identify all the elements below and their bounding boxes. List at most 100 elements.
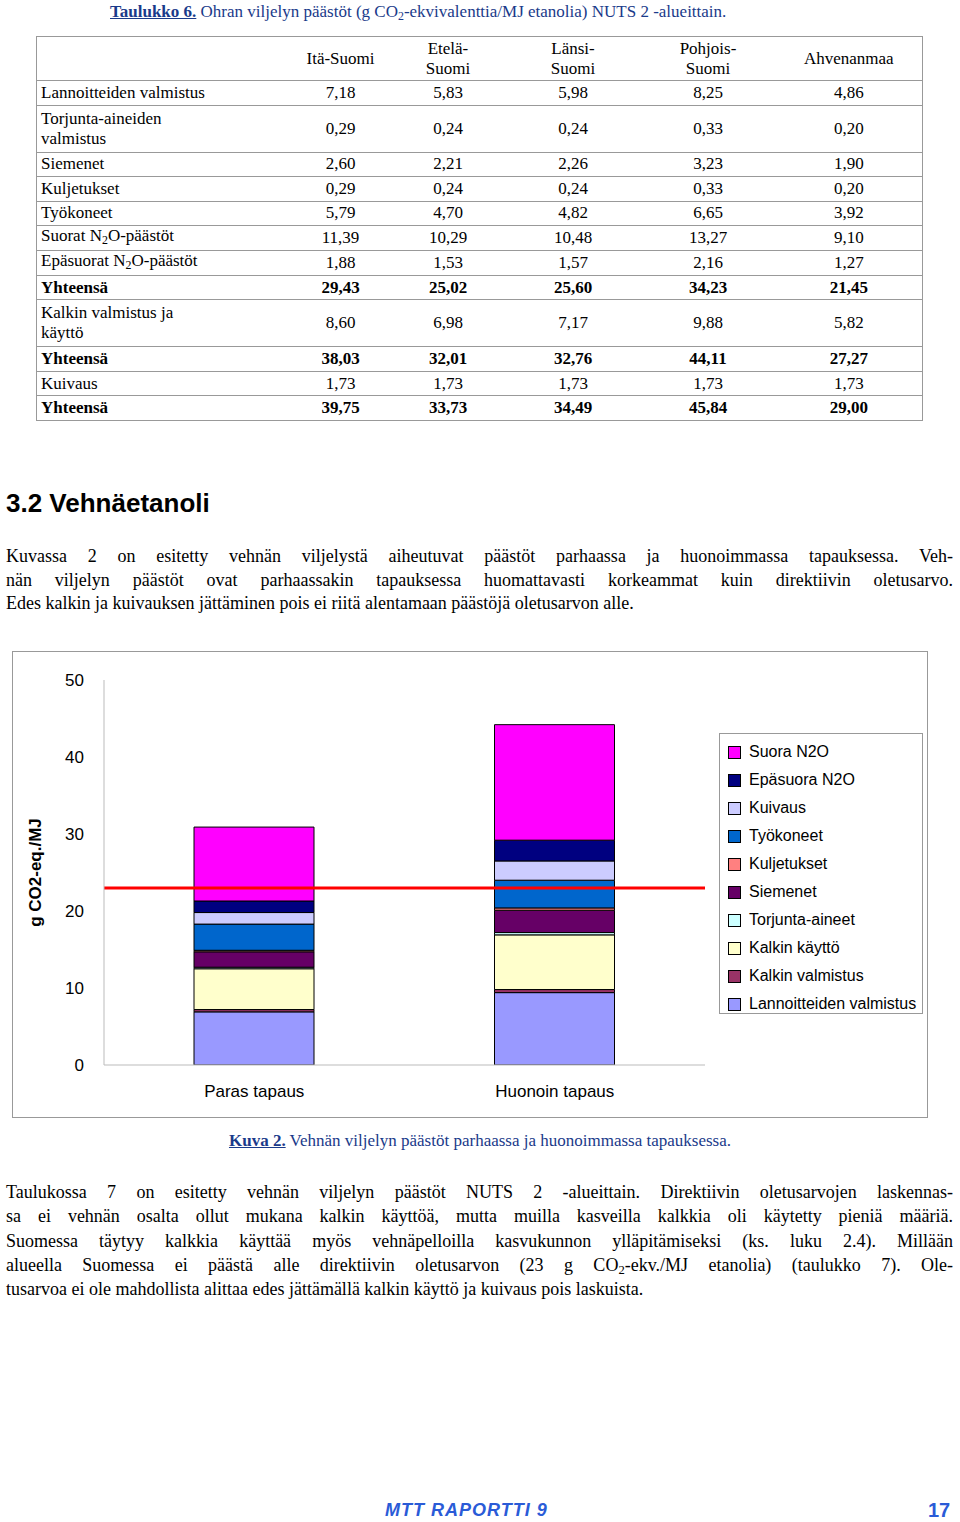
html-text:0,20: 0,20: [833, 178, 864, 198]
html-text:6,65: 6,65: [693, 203, 723, 223]
html-text:0,33: 0,33: [693, 118, 723, 138]
html-text:1,73: 1,73: [833, 373, 864, 393]
html-text:3.2 Vehnäetanoli: 3.2 Vehnäetanoli: [6, 488, 210, 518]
svg-text:0: 0: [75, 1056, 84, 1075]
html-text:34,23: 34,23: [688, 277, 728, 297]
html-text:7,17: 7,17: [558, 313, 588, 333]
html-text:5,98: 5,98: [558, 82, 588, 102]
html-text:9,88: 9,88: [693, 313, 723, 333]
svg-text:30: 30: [65, 825, 84, 844]
html-text:nän viljelyn päästöt ovat parh: nän viljelyn päästöt ovat parhaassakin t…: [6, 569, 953, 590]
html-text:45,84: 45,84: [688, 398, 728, 418]
html-text:Kuivaus: Kuivaus: [41, 373, 98, 393]
html-text:Yhteensä: Yhteensä: [41, 398, 109, 418]
html-text:8,60: 8,60: [325, 313, 356, 333]
html-text:38,03: 38,03: [321, 349, 360, 369]
html-text:0,24: 0,24: [558, 118, 588, 138]
html-text:29,43: 29,43: [321, 277, 360, 297]
html-text:0,29: 0,29: [325, 118, 356, 138]
html-text:Epäsuorat N2O-päästöt: Epäsuorat N2O-päästöt: [41, 251, 198, 272]
html-text:Itä-Suomi: Itä-Suomi: [306, 48, 375, 68]
svg-text:Huonoin tapaus: Huonoin tapaus: [495, 1082, 614, 1101]
html-text:Yhteensä: Yhteensä: [41, 277, 109, 297]
html-text:32,01: 32,01: [428, 349, 468, 369]
html-text:valmistus: valmistus: [41, 128, 107, 148]
html-text:2,26: 2,26: [558, 154, 588, 174]
html-text:tusarvoa ei ole mahdollista al: tusarvoa ei ole mahdollista alittaa edes…: [6, 1279, 644, 1300]
html-text:6,98: 6,98: [433, 313, 463, 333]
html-text:1,73: 1,73: [693, 373, 723, 393]
html-text:Taulukossa 7 on esitetty vehnä: Taulukossa 7 on esitetty vehnän viljelyn…: [6, 1182, 953, 1202]
html-text:Kalkin valmistus ja: Kalkin valmistus ja: [41, 303, 174, 323]
html-text:Länsi-: Länsi-: [551, 38, 595, 58]
html-text:3,23: 3,23: [693, 154, 723, 174]
html-text:Kuvassa 2 on esitetty vehnän v: Kuvassa 2 on esitetty vehnän viljelystä …: [6, 546, 953, 566]
html-text:7,18: 7,18: [325, 82, 356, 102]
html-text:32,76: 32,76: [553, 349, 593, 369]
html-text:Suomi: Suomi: [550, 58, 596, 78]
html-text:25,02: 25,02: [428, 277, 468, 297]
html-text:25,60: 25,60: [553, 277, 593, 297]
html-text:3,92: 3,92: [833, 203, 864, 223]
html-text:10,29: 10,29: [428, 228, 468, 247]
html-text:1,73: 1,73: [558, 373, 588, 393]
html-text:27,27: 27,27: [829, 349, 868, 369]
html-text:2,60: 2,60: [325, 154, 356, 174]
html-text:11,39: 11,39: [321, 228, 360, 247]
svg-text:Paras tapaus: Paras tapaus: [204, 1082, 304, 1101]
html-text:8,25: 8,25: [693, 82, 723, 102]
html-text:Ahvenanmaa: Ahvenanmaa: [803, 48, 894, 68]
html-text:21,45: 21,45: [829, 277, 868, 297]
html-text:1,73: 1,73: [325, 373, 356, 393]
html-text:29,00: 29,00: [829, 398, 868, 418]
html-text:käyttö: käyttö: [41, 323, 84, 343]
html-text:1,53: 1,53: [433, 253, 463, 272]
html-text:MTT RAPORTTI 9: MTT RAPORTTI 9: [385, 1500, 548, 1520]
html-text:0,24: 0,24: [558, 178, 588, 198]
html-text:2,21: 2,21: [433, 154, 463, 174]
html-text:alueella Suomessa ei päästä al: alueella Suomessa ei päästä alle direkti…: [6, 1254, 953, 1277]
html-text:Yhteensä: Yhteensä: [41, 349, 109, 369]
html-text:Edes kalkin ja kuivauksen jätt: Edes kalkin ja kuivauksen jättäminen poi…: [6, 593, 634, 613]
html-text:33,73: 33,73: [428, 398, 468, 418]
html-text:sa ei vehnän osalta ollut muka: sa ei vehnän osalta ollut mukana kalkin …: [6, 1206, 953, 1227]
svg-text:10: 10: [65, 979, 84, 998]
html-text:Suomi: Suomi: [425, 58, 471, 78]
html-text:5,83: 5,83: [433, 82, 463, 102]
svg-text:50: 50: [65, 671, 84, 690]
html-text:0,20: 0,20: [833, 118, 864, 138]
html-text:Etelä-: Etelä-: [427, 38, 469, 58]
html-text:9,10: 9,10: [833, 228, 864, 247]
html-text:Työkoneet: Työkoneet: [41, 203, 113, 223]
html-text:5,79: 5,79: [325, 203, 356, 223]
html-text:Pohjois-: Pohjois-: [679, 38, 737, 58]
html-text:Kuljetukset: Kuljetukset: [41, 178, 120, 198]
html-text:4,70: 4,70: [433, 203, 463, 223]
html-text:0,29: 0,29: [325, 178, 356, 198]
html-text:13,27: 13,27: [688, 228, 728, 247]
html-text:1,90: 1,90: [833, 154, 864, 174]
html-text:4,82: 4,82: [558, 203, 588, 223]
html-text:34,49: 34,49: [553, 398, 593, 418]
html-text:Siemenet: Siemenet: [41, 154, 105, 174]
html-text:Torjunta-aineiden: Torjunta-aineiden: [41, 108, 162, 128]
html-text:Lannoitteiden valmistus: Lannoitteiden valmistus: [41, 82, 205, 102]
html-text:39,75: 39,75: [321, 398, 360, 418]
svg-text:20: 20: [65, 902, 84, 921]
html-text:1,88: 1,88: [325, 253, 356, 272]
svg-text:g CO2-eq./MJ: g CO2-eq./MJ: [26, 818, 45, 927]
html-text:Suomessa täytyy kalkkia käyttä: Suomessa täytyy kalkkia käyttää myös veh…: [6, 1230, 953, 1251]
html-text:4,86: 4,86: [833, 82, 864, 102]
html-text:17: 17: [928, 1499, 951, 1521]
html-text:Suomi: Suomi: [685, 58, 731, 78]
html-text:0,24: 0,24: [433, 118, 463, 138]
html-text:Taulukko 6. Ohran viljelyn pää: Taulukko 6. Ohran viljelyn päästöt (g CO…: [110, 2, 727, 23]
html-text:0,24: 0,24: [433, 178, 463, 198]
html-text:5,82: 5,82: [833, 313, 864, 333]
html-text:0,33: 0,33: [693, 178, 723, 198]
html-text:10,48: 10,48: [553, 228, 593, 247]
html-text:Suorat N2O-päästöt: Suorat N2O-päästöt: [41, 226, 174, 247]
html-text:44,11: 44,11: [689, 349, 727, 369]
svg-text:40: 40: [65, 748, 84, 767]
html-text:1,73: 1,73: [433, 373, 463, 393]
